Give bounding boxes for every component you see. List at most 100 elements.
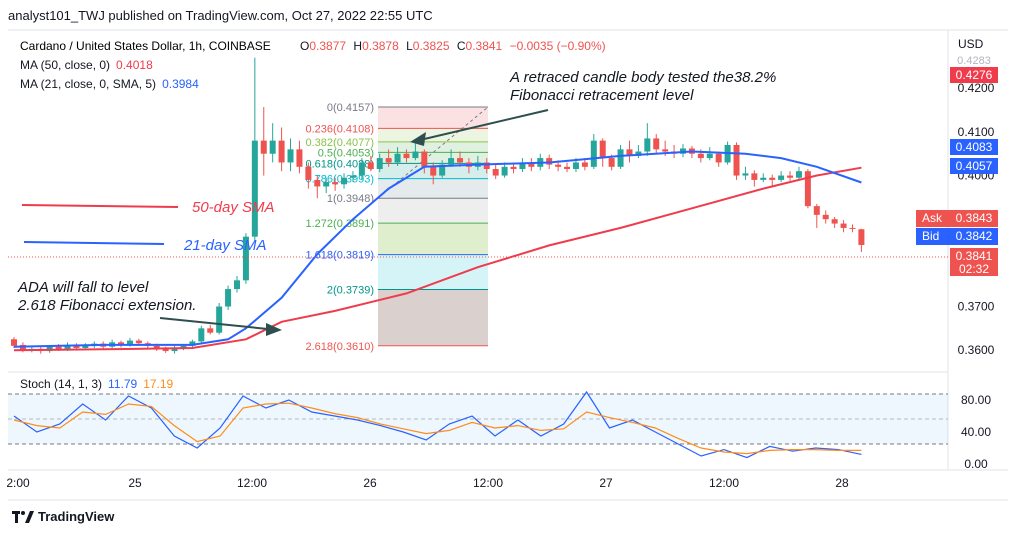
- fib-zone: [378, 141, 488, 153]
- time-tick-label: 2:00: [6, 476, 30, 490]
- candle-body: [55, 346, 62, 350]
- fib-level-label: 0.382(0.4077): [306, 137, 375, 149]
- fib-level-label: 0(0.4157): [327, 102, 374, 114]
- candle-body: [733, 144, 740, 176]
- candle-body: [510, 166, 517, 169]
- fib-level-label: 2(0.3739): [327, 284, 374, 296]
- time-tick-label: 27: [599, 476, 613, 490]
- candle-body: [599, 140, 606, 159]
- candle-body: [778, 175, 785, 180]
- candle-body: [242, 236, 249, 281]
- candle-body: [385, 158, 392, 163]
- candle-body: [644, 138, 651, 152]
- candle-body: [296, 149, 303, 167]
- candle-body: [225, 289, 232, 307]
- time-tick-label: 28: [835, 476, 849, 490]
- candle-body: [358, 162, 365, 176]
- fib-level-label: 1.272(0.3891): [306, 218, 375, 230]
- fib-level-label: 0.236(0.4108): [306, 123, 375, 135]
- candle-body: [189, 341, 196, 346]
- candle-body: [590, 140, 597, 167]
- stoch-tick-label: 0.00: [964, 457, 988, 471]
- sma21-legend-swatch: [23, 241, 165, 245]
- candle-body: [804, 171, 811, 207]
- fib-level-label: 0.786(0.3993): [306, 174, 375, 186]
- time-tick-label: 12:00: [473, 476, 503, 490]
- candle-body: [831, 219, 838, 224]
- symbol-title: Cardano / United States Dollar, 1h, COIN…: [20, 39, 271, 53]
- fib-zone: [378, 178, 488, 199]
- candle-body: [653, 138, 660, 150]
- svg-text:0.4057: 0.4057: [956, 159, 993, 173]
- candle-body: [153, 345, 160, 349]
- candle-body: [162, 348, 169, 352]
- time-axis: 2:00 25 12:00 26 12:00 27 12:00 28: [6, 476, 849, 490]
- candle-body: [269, 140, 276, 154]
- fib-level-label: 0.5(0.4053): [318, 147, 374, 159]
- fib-level-label: 1(0.3948): [327, 193, 374, 205]
- candle-body: [11, 339, 17, 346]
- fib-zone: [378, 128, 488, 142]
- tradingview-footer[interactable]: TradingView: [12, 509, 114, 524]
- candle-body: [394, 153, 401, 163]
- time-tick-label: 12:00: [237, 476, 267, 490]
- candle-body: [82, 345, 89, 348]
- price-axis-ticks: 0.42830.42000.41000.40000.39000.37000.36…: [957, 55, 995, 357]
- candle-body: [118, 342, 125, 345]
- candle-body: [349, 175, 356, 178]
- ma50-legend: MA (50, close, 0) 0.4018: [20, 58, 153, 72]
- svg-text:0.3842: 0.3842: [956, 229, 993, 243]
- candle-body: [403, 153, 410, 159]
- annotation-top-2: Fibonacci retracement level: [510, 87, 694, 104]
- candle-body: [171, 347, 178, 352]
- annotation-arrow-top: [419, 109, 549, 141]
- time-tick-label: 12:00: [709, 476, 739, 490]
- candle-body: [180, 345, 187, 348]
- fib-zone: [378, 198, 488, 224]
- ask-badge: Ask 0.3843: [916, 210, 998, 227]
- fib-zone: [378, 152, 488, 164]
- candle-body: [492, 168, 499, 176]
- candle-body: [546, 158, 553, 165]
- bid-badge: Bid 0.3842: [916, 228, 998, 245]
- candle-body: [73, 344, 80, 348]
- candle-body: [528, 162, 535, 167]
- candle-body: [742, 173, 749, 176]
- fib-level-label: 0.618(0.4028): [306, 158, 375, 170]
- candle-body: [662, 149, 669, 152]
- price-tick-label: 0.3700: [958, 300, 995, 314]
- sma50-legend-swatch: [21, 204, 179, 208]
- stoch-axis-ticks: 80.00 40.00 0.00: [961, 393, 991, 471]
- candle-body: [332, 182, 339, 185]
- ma21-line: [13, 150, 862, 348]
- candle-body: [367, 162, 374, 169]
- svg-text:0.4276: 0.4276: [956, 68, 993, 82]
- fib-zone: [378, 289, 488, 346]
- candle-body: [126, 340, 133, 345]
- arrow-head-icon: [410, 132, 426, 146]
- price-tick-label: 0.3600: [958, 343, 995, 357]
- annotation-ada-1: ADA will fall to level: [17, 279, 149, 296]
- annotation-arrow-ada: [159, 317, 269, 330]
- candle-body: [608, 158, 615, 167]
- candle-body: [840, 223, 847, 228]
- candle-body: [439, 164, 446, 176]
- candle-body: [706, 153, 713, 159]
- candle-body: [813, 206, 820, 215]
- stoch-legend: Stoch (14, 1, 3) 11.79 17.19: [20, 377, 174, 391]
- badge-blue-a: 0.4083: [950, 139, 998, 155]
- candle-body: [769, 177, 776, 180]
- stoch-d-line: [13, 402, 862, 455]
- axis-currency: USD: [958, 37, 984, 51]
- candle-body: [617, 149, 624, 167]
- time-tick-label: 26: [363, 476, 377, 490]
- candle-body: [314, 179, 321, 187]
- candle-body: [323, 182, 330, 187]
- annotation-sma50: 50-day SMA: [192, 199, 275, 216]
- annotation-top-1: A retraced candle body tested the38.2%: [509, 69, 776, 86]
- fib-zone: [378, 107, 488, 129]
- candle-body: [448, 158, 455, 165]
- candle-body: [260, 140, 267, 154]
- annotation-sma21: 21-day SMA: [183, 237, 267, 254]
